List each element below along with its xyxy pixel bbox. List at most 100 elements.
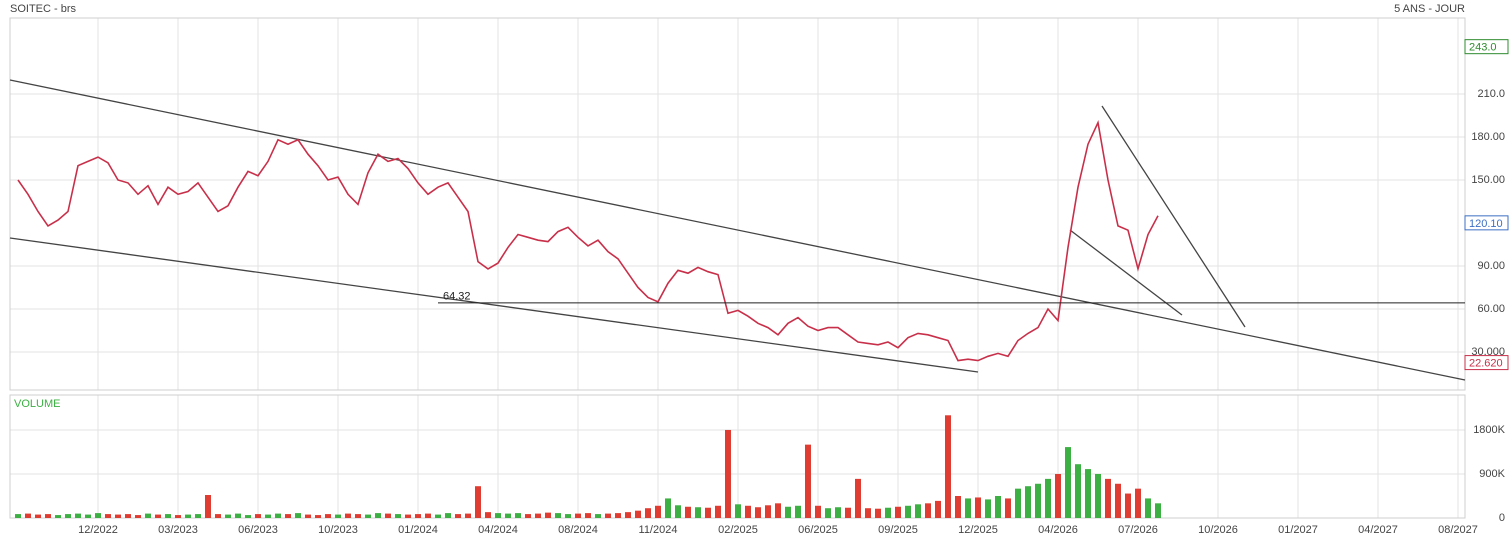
chart-title: SOITEC - brs [10, 3, 77, 15]
volume-bar [955, 495, 961, 518]
volume-bar [795, 505, 801, 518]
volume-bar [515, 513, 521, 518]
x-tick-label: 04/2024 [478, 524, 518, 536]
volume-bar [1075, 464, 1081, 518]
volume-bar [755, 507, 761, 518]
volume-bar [15, 514, 21, 518]
volume-bar [865, 508, 871, 518]
volume-bar [385, 513, 391, 518]
x-tick-label: 01/2024 [398, 524, 438, 536]
volume-bar [505, 513, 511, 518]
volume-bar [655, 505, 661, 518]
volume-bar [685, 506, 691, 518]
volume-bar [65, 514, 71, 518]
volume-bar [1095, 473, 1101, 518]
volume-bar [135, 515, 141, 518]
price-marker-label: 22.620 [1469, 357, 1503, 369]
volume-bar [595, 514, 601, 518]
volume-bar [605, 513, 611, 518]
volume-bar [585, 513, 591, 518]
volume-bar [965, 498, 971, 518]
volume-bar [785, 506, 791, 518]
price-frame [9, 17, 1466, 391]
trend-line [1101, 105, 1246, 328]
volume-bar [375, 513, 381, 518]
volume-bar [75, 513, 81, 518]
x-tick-label: 06/2025 [798, 524, 838, 536]
volume-bar [1145, 498, 1151, 518]
volume-bar [775, 503, 781, 518]
volume-bar [935, 500, 941, 518]
volume-bar [925, 503, 931, 518]
volume-bar [975, 497, 981, 518]
volume-bar [915, 504, 921, 518]
x-tick-label: 03/2023 [158, 524, 198, 536]
y-tick-label: 30.000 [1471, 346, 1505, 358]
volume-bar [155, 514, 161, 518]
volume-bar [525, 514, 531, 518]
volume-bar [285, 514, 291, 518]
volume-bar [335, 514, 341, 518]
volume-bar [325, 514, 331, 518]
volume-bar [665, 498, 671, 518]
x-tick-label: 06/2023 [238, 524, 278, 536]
x-tick-label: 11/2024 [639, 524, 678, 536]
price-marker [1464, 355, 1509, 371]
y-tick-label: 60.00 [1477, 303, 1505, 315]
volume-bar [815, 505, 821, 518]
volume-bar [555, 513, 561, 518]
volume-bar [745, 505, 751, 518]
volume-bar [1025, 486, 1031, 518]
volume-bar [885, 507, 891, 518]
price-marker-label: 120.10 [1469, 218, 1503, 230]
volume-bar [475, 486, 481, 518]
volume-bar [255, 514, 261, 518]
volume-bar [185, 514, 191, 518]
volume-bar [735, 504, 741, 518]
x-tick-label: 10/2023 [318, 524, 358, 536]
y-tick-label: 150.00 [1471, 174, 1505, 186]
x-tick-label: 01/2027 [1278, 524, 1318, 536]
volume-bar [855, 478, 861, 518]
grid-layer [10, 18, 1465, 519]
volume-bar [455, 514, 461, 518]
volume-bar [25, 513, 31, 518]
x-tick-label: 04/2026 [1038, 524, 1078, 536]
volume-bar [395, 514, 401, 518]
volume-bar [245, 515, 251, 518]
volume-bar [895, 506, 901, 518]
volume-bar [125, 514, 131, 518]
volume-bar [35, 514, 41, 518]
price-marker [1464, 39, 1509, 55]
volume-bar [945, 415, 951, 518]
volume-bar [1125, 493, 1131, 518]
volume-bar [765, 505, 771, 518]
volume-bar [315, 515, 321, 518]
x-tick-label: 08/2027 [1438, 524, 1478, 536]
volume-bar [435, 514, 441, 518]
x-tick-label: 12/2022 [78, 524, 118, 536]
volume-bar [415, 514, 421, 518]
volume-bar [625, 512, 631, 518]
volume-bar [1005, 498, 1011, 518]
volume-bar [715, 505, 721, 518]
x-tick-label: 12/2025 [958, 524, 998, 536]
volume-bar [725, 429, 731, 518]
volume-bar [1135, 488, 1141, 518]
volume-bar [1105, 478, 1111, 518]
volume-bar [45, 514, 51, 518]
volume-bar [225, 514, 231, 518]
x-tick-label: 08/2024 [558, 524, 598, 536]
volume-bar [365, 514, 371, 518]
volume-bar [905, 505, 911, 518]
volume-bar [1115, 483, 1121, 518]
volume-bar [825, 508, 831, 518]
volume-bar [355, 514, 361, 518]
volume-bar [845, 507, 851, 518]
volume-bar [215, 514, 221, 518]
x-tick-label: 07/2026 [1118, 524, 1158, 536]
volume-bar [175, 515, 181, 518]
volume-bar [445, 513, 451, 518]
volume-bar [835, 507, 841, 518]
volume-bar [295, 513, 301, 518]
